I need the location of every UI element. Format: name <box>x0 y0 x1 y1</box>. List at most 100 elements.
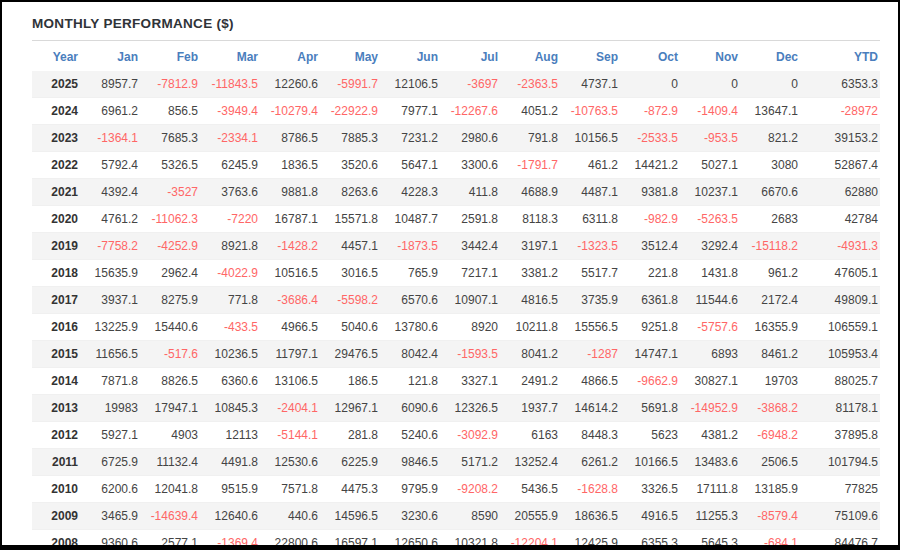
month-value-cell: -2363.5 <box>500 71 560 98</box>
column-header-may: May <box>320 42 380 71</box>
month-value-cell: 4688.9 <box>500 179 560 206</box>
month-value-cell: -2334.1 <box>200 125 260 152</box>
table-row: 20125927.1490312113-5144.1281.85240.6-30… <box>32 422 880 449</box>
column-header-year: Year <box>32 42 80 71</box>
month-value-cell: -7220 <box>200 206 260 233</box>
year-cell: 2022 <box>32 152 80 179</box>
ytd-cell: 88025.7 <box>800 368 880 395</box>
ytd-cell: 39153.2 <box>800 125 880 152</box>
month-value-cell: -3527 <box>140 179 200 206</box>
month-value-cell: 7217.1 <box>440 260 500 287</box>
month-value-cell: 14596.5 <box>320 503 380 530</box>
table-row: 20131998317947.110845.3-2404.112967.1609… <box>32 395 880 422</box>
month-value-cell: 3442.4 <box>440 233 500 260</box>
month-value-cell: 0 <box>740 71 800 98</box>
month-value-cell: 4966.5 <box>260 314 320 341</box>
month-value-cell: 4228.3 <box>380 179 440 206</box>
month-value-cell: 3465.9 <box>80 503 140 530</box>
month-value-cell: 13185.9 <box>740 476 800 503</box>
month-value-cell: 7871.8 <box>80 368 140 395</box>
month-value-cell: 5240.6 <box>380 422 440 449</box>
year-cell: 2014 <box>32 368 80 395</box>
month-value-cell: 440.6 <box>260 503 320 530</box>
month-value-cell: 2172.4 <box>740 287 800 314</box>
month-value-cell: 6200.6 <box>80 476 140 503</box>
month-value-cell: 3937.1 <box>80 287 140 314</box>
month-value-cell: 8275.9 <box>140 287 200 314</box>
month-value-cell: 186.5 <box>320 368 380 395</box>
table-row: 20093465.9-14639.412640.6440.614596.5323… <box>32 503 880 530</box>
ytd-cell: 47605.1 <box>800 260 880 287</box>
month-value-cell: 3016.5 <box>320 260 380 287</box>
month-value-cell: -1791.7 <box>500 152 560 179</box>
year-cell: 2011 <box>32 449 80 476</box>
month-value-cell: 12326.5 <box>440 395 500 422</box>
column-header-aug: Aug <box>500 42 560 71</box>
year-cell: 2010 <box>32 476 80 503</box>
month-value-cell: 3292.4 <box>680 233 740 260</box>
month-value-cell: 2980.6 <box>440 125 500 152</box>
month-value-cell: 8263.6 <box>320 179 380 206</box>
month-value-cell: -14952.9 <box>680 395 740 422</box>
table-row: 20173937.18275.9771.8-3686.4-5598.26570.… <box>32 287 880 314</box>
month-value-cell: 7231.2 <box>380 125 440 152</box>
month-value-cell: 9360.6 <box>80 530 140 550</box>
month-value-cell: 5027.1 <box>680 152 740 179</box>
month-value-cell: 1431.8 <box>680 260 740 287</box>
month-value-cell: -1873.5 <box>380 233 440 260</box>
month-value-cell: 5326.5 <box>140 152 200 179</box>
month-value-cell: 12106.5 <box>380 71 440 98</box>
month-value-cell: 17947.1 <box>140 395 200 422</box>
month-value-cell: -10763.5 <box>560 98 620 125</box>
month-value-cell: 15635.9 <box>80 260 140 287</box>
table-row: 201613225.915440.6-433.54966.55040.61378… <box>32 314 880 341</box>
month-value-cell: 12530.6 <box>260 449 320 476</box>
monthly-performance-table: YearJanFebMarAprMayJunJulAugSepOctNovDec… <box>32 42 880 550</box>
month-value-cell: 6090.6 <box>380 395 440 422</box>
month-value-cell: -11062.3 <box>140 206 200 233</box>
month-value-cell: 19703 <box>740 368 800 395</box>
month-value-cell: 8448.3 <box>560 422 620 449</box>
month-value-cell: -953.5 <box>680 125 740 152</box>
table-row: 2023-1364.17685.3-2334.18786.57885.37231… <box>32 125 880 152</box>
year-cell: 2012 <box>32 422 80 449</box>
column-header-sep: Sep <box>560 42 620 71</box>
month-value-cell: 7977.1 <box>380 98 440 125</box>
month-value-cell: 0 <box>620 71 680 98</box>
month-value-cell: 856.5 <box>140 98 200 125</box>
month-value-cell: 6225.9 <box>320 449 380 476</box>
month-value-cell: 5645.3 <box>680 530 740 550</box>
month-value-cell: 4491.8 <box>200 449 260 476</box>
ytd-cell: 101794.5 <box>800 449 880 476</box>
column-header-jan: Jan <box>80 42 140 71</box>
month-value-cell: -7758.2 <box>80 233 140 260</box>
widget-title: MONTHLY PERFORMANCE ($) <box>32 16 880 31</box>
month-value-cell: 961.2 <box>740 260 800 287</box>
header-row: YearJanFebMarAprMayJunJulAugSepOctNovDec… <box>32 42 880 71</box>
month-value-cell: 11797.1 <box>260 341 320 368</box>
month-value-cell: 771.8 <box>200 287 260 314</box>
month-value-cell: 10156.5 <box>560 125 620 152</box>
month-value-cell: 10166.5 <box>620 449 680 476</box>
column-header-dec: Dec <box>740 42 800 71</box>
month-value-cell: 16597.1 <box>320 530 380 550</box>
month-value-cell: 5691.8 <box>620 395 680 422</box>
month-value-cell: 4761.2 <box>80 206 140 233</box>
month-value-cell: 7885.3 <box>320 125 380 152</box>
month-value-cell: 5436.5 <box>500 476 560 503</box>
month-value-cell: 3197.1 <box>500 233 560 260</box>
month-value-cell: 461.2 <box>560 152 620 179</box>
month-value-cell: 13252.4 <box>500 449 560 476</box>
month-value-cell: 4903 <box>140 422 200 449</box>
column-header-oct: Oct <box>620 42 680 71</box>
month-value-cell: -10279.4 <box>260 98 320 125</box>
month-value-cell: 4487.1 <box>560 179 620 206</box>
month-value-cell: -684.1 <box>740 530 800 550</box>
month-value-cell: -4252.9 <box>140 233 200 260</box>
month-value-cell: 281.8 <box>320 422 380 449</box>
month-value-cell: 821.2 <box>740 125 800 152</box>
month-value-cell: 9251.8 <box>620 314 680 341</box>
ytd-cell: 77825 <box>800 476 880 503</box>
table-row: 20246961.2856.5-3949.4-10279.4-22922.979… <box>32 98 880 125</box>
month-value-cell: 10487.7 <box>380 206 440 233</box>
